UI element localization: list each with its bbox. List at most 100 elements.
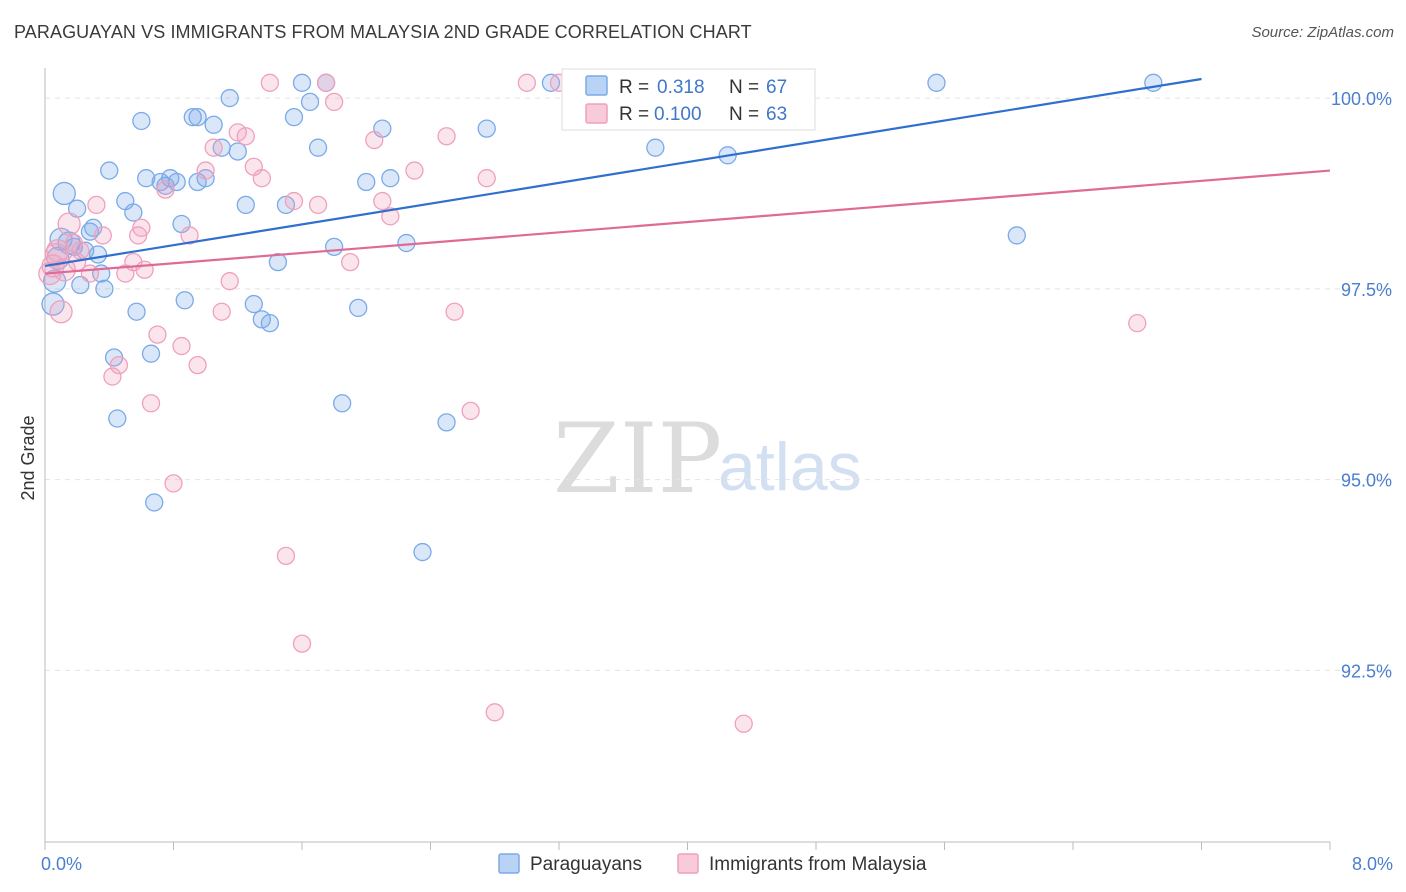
paraguayan-point	[204, 115, 223, 134]
malaysia-point	[220, 272, 239, 291]
malaysia-point	[204, 138, 223, 157]
x-tick-labels: 0.0% 8.0%	[41, 854, 1393, 874]
malaysia-point	[381, 207, 400, 226]
malaysia-point	[252, 169, 271, 188]
malaysia-point	[445, 302, 464, 321]
legend-n-value-1: 67	[766, 77, 787, 98]
paraguayan-point	[268, 252, 288, 272]
paraguayan-point	[141, 344, 161, 363]
legend-swatch-bottom-malaysia	[677, 853, 699, 874]
malaysia-point	[365, 130, 384, 150]
paraguayan-point	[381, 169, 400, 188]
malaysia-point	[141, 394, 161, 413]
paraguayan-point	[292, 73, 312, 92]
malaysia-point	[260, 73, 280, 92]
malaysia-point	[44, 242, 68, 267]
legend-n-value-2: 63	[766, 104, 787, 125]
paraguayan-point	[1007, 226, 1026, 245]
malaysia-point	[180, 226, 199, 245]
paraguayan-point	[646, 138, 665, 157]
paraguayan-point	[145, 493, 164, 512]
paraguayan-point	[132, 111, 151, 131]
malaysia-point	[437, 127, 456, 146]
paraguayan-point	[260, 314, 280, 333]
gridlines	[45, 97, 1392, 671]
malaysia-point	[324, 92, 344, 112]
paraguayan-point	[124, 203, 143, 222]
legend-series: Paraguayans Immigrants from Malaysia	[498, 853, 927, 875]
paraguayan-point	[300, 92, 320, 112]
malaysia-point	[461, 401, 480, 421]
malaysia-point	[172, 336, 191, 356]
legend-swatch-bottom-paraguayans	[498, 853, 520, 874]
malaysia-point	[135, 260, 154, 279]
trend-lines	[44, 77, 1331, 275]
paraguayan-point	[88, 245, 108, 264]
x-tick-label: 8.0%	[1352, 854, 1393, 874]
malaysia-point	[517, 73, 537, 92]
watermark-zip: ZIP	[553, 403, 722, 515]
legend-n-label-2: N =	[729, 104, 759, 125]
malaysia-point	[196, 161, 215, 180]
legend-swatch-malaysia	[585, 103, 608, 124]
malaysia-point	[405, 161, 424, 180]
malaysia-point	[57, 212, 81, 236]
malaysia-point	[316, 73, 336, 92]
watermark-atlas: atlas	[718, 429, 862, 505]
legend-label-paraguayans: Paraguayans	[530, 854, 642, 875]
paraguayan-point	[188, 108, 207, 127]
malaysia-point	[46, 239, 70, 263]
axes	[44, 68, 1331, 850]
legend-swatch-paraguayans	[585, 75, 608, 96]
paraguayan-point	[175, 291, 194, 310]
malaysia-point	[292, 634, 312, 653]
paraguayan-point	[52, 181, 76, 206]
paraguayan-point	[284, 108, 304, 127]
malaysia-point	[734, 714, 753, 733]
y-axis-title: 2nd Grade	[18, 415, 38, 500]
paraguayan-point	[228, 142, 247, 161]
y-tick-label: 95.0%	[1341, 471, 1392, 491]
watermark: ZIP atlas	[553, 403, 862, 515]
paraguayan-point	[477, 119, 496, 138]
malaysia-point	[373, 191, 392, 211]
legend-r-value-1: 0.318	[657, 77, 705, 98]
malaysia-point	[103, 367, 122, 386]
paraguayan-point	[437, 413, 456, 432]
legend-r-value-2: 0.100	[654, 104, 702, 125]
malaysia-point	[164, 474, 183, 493]
legend-stats: R = 0.318 N = 67 R = 0.100 N = 63	[561, 68, 816, 131]
malaysia-point	[477, 169, 496, 188]
malaysia-point	[188, 355, 207, 375]
paraguayan-point	[220, 88, 239, 108]
paraguayan-point	[333, 394, 352, 413]
y-tick-labels: 100.0% 97.5% 95.0% 92.5%	[1331, 89, 1392, 681]
legend-label-malaysia: Immigrants from Malaysia	[709, 854, 927, 875]
legend-r-label-2: R =	[619, 104, 649, 125]
malaysia-point	[1128, 314, 1147, 333]
malaysia-point	[341, 252, 360, 272]
paraguayan-point	[357, 172, 376, 192]
malaysia-point	[132, 218, 151, 237]
malaysia-point	[284, 191, 304, 211]
y-tick-label: 97.5%	[1341, 280, 1392, 300]
malaysia-point	[212, 302, 231, 321]
paraguayan-point	[100, 161, 119, 180]
paraguayan-point	[236, 195, 255, 215]
malaysia-point	[156, 180, 175, 199]
paraguayan-point	[95, 279, 114, 298]
malaysia-trend-line	[44, 169, 1331, 275]
paraguayan-point	[413, 542, 432, 562]
chart-title: PARAGUAYAN VS IMMIGRANTS FROM MALAYSIA 2…	[14, 22, 752, 42]
paraguayan-point	[308, 138, 328, 157]
malaysia-point	[93, 226, 112, 245]
paraguayan-point	[137, 169, 156, 188]
paraguayan-point	[108, 409, 127, 428]
x-tick-label: 0.0%	[41, 854, 82, 874]
paraguayan-point	[127, 302, 146, 321]
y-tick-label: 100.0%	[1331, 89, 1392, 109]
legend-r-label-1: R =	[619, 77, 649, 98]
paraguayan-point	[84, 218, 103, 237]
paraguayan-trend-line	[44, 77, 1202, 268]
paraguayan-point	[183, 108, 202, 127]
